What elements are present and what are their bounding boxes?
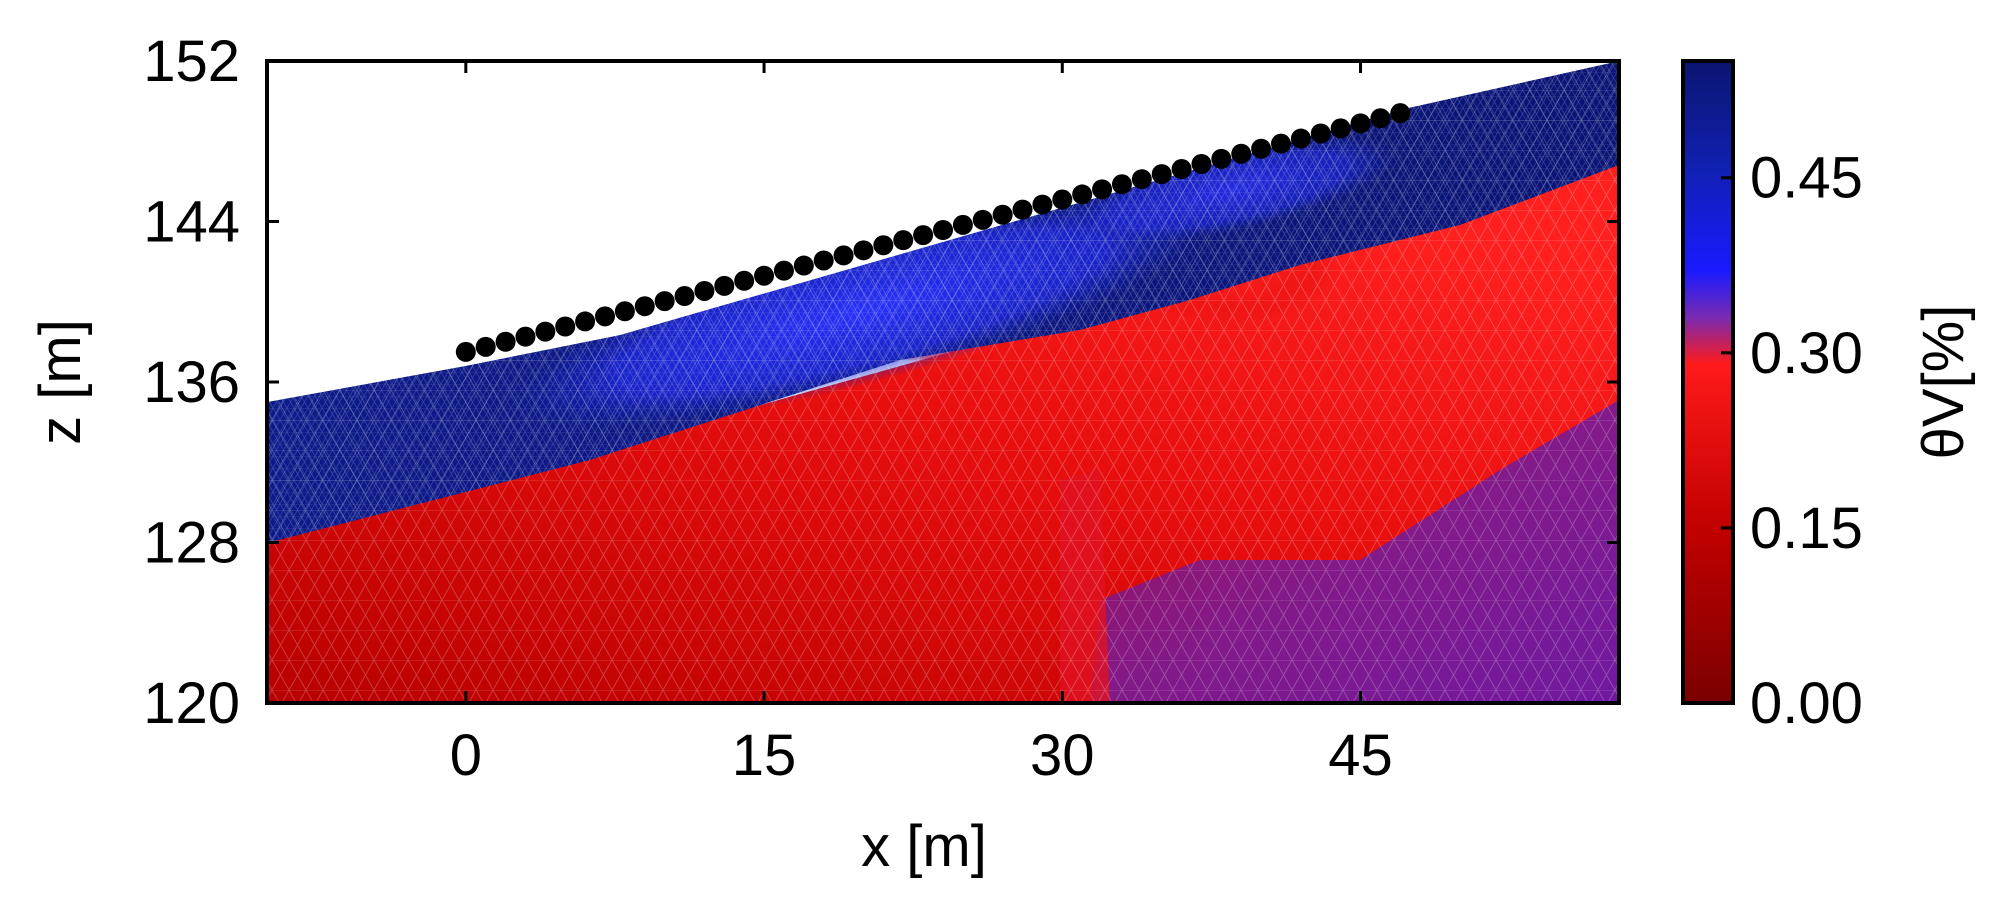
electrode-marker	[972, 209, 993, 230]
colorbar-frame	[1681, 59, 1735, 705]
colorbar-ticks: 0.00 0.15 0.30 0.45	[1721, 146, 1863, 736]
colorbar-label: θV[%]	[1911, 305, 1976, 460]
electrode-array	[455, 103, 1411, 362]
colorbar: 0.00 0.15 0.30 0.45 θV[%]	[1681, 59, 1976, 736]
electrode-marker	[555, 316, 576, 337]
colorbar-tick-label: 0.00	[1750, 671, 1863, 736]
electrode-marker	[1290, 128, 1311, 149]
y-tick-label: 152	[143, 29, 240, 94]
electrode-marker	[754, 265, 775, 286]
electrode-marker	[634, 296, 655, 317]
electrode-marker	[952, 214, 973, 235]
x-tick-label: 30	[1030, 723, 1095, 788]
electrode-marker	[813, 250, 834, 271]
x-tick-label: 45	[1328, 723, 1393, 788]
y-tick-label: 128	[143, 511, 240, 576]
electrode-marker	[773, 260, 794, 281]
electrode-marker	[1231, 143, 1252, 164]
colorbar-tick-label: 0.45	[1750, 146, 1863, 211]
electrode-marker	[734, 270, 755, 291]
electrode-marker	[1191, 153, 1212, 174]
electrode-marker	[515, 326, 536, 347]
electrode-marker	[1171, 159, 1192, 180]
electrode-marker	[595, 306, 615, 327]
electrode-marker	[674, 286, 695, 307]
y-axis-ticks: 120 128 136 144 152	[143, 29, 1619, 736]
electrode-marker	[694, 280, 715, 301]
y-tick-label: 120	[143, 671, 240, 736]
electrode-marker	[1072, 184, 1093, 205]
plot-area	[267, 61, 1619, 703]
electrode-marker	[1390, 103, 1411, 124]
x-tick-label: 15	[732, 723, 797, 788]
electrode-marker	[455, 341, 476, 362]
electrode-marker	[1330, 118, 1351, 139]
x-axis-ticks: 0 15 30 45	[450, 61, 1393, 788]
electrode-marker	[833, 245, 854, 266]
electrode-marker	[575, 311, 596, 332]
electrode-marker	[495, 331, 516, 352]
electrode-marker	[1251, 138, 1272, 159]
electrode-marker	[933, 219, 953, 240]
electrode-marker	[654, 291, 675, 312]
electrode-marker	[793, 255, 814, 276]
electrode-marker	[1370, 108, 1391, 129]
colorbar-tick-label: 0.15	[1750, 496, 1863, 561]
electrode-marker	[1151, 164, 1172, 185]
y-tick-label: 144	[143, 190, 240, 255]
electrode-marker	[1211, 148, 1232, 169]
electrode-marker	[475, 336, 496, 357]
y-tick-label: 136	[143, 350, 240, 415]
electrode-marker	[853, 240, 874, 261]
colorbar-fill	[1683, 61, 1733, 703]
x-axis-label: x [m]	[861, 814, 987, 879]
electrode-marker	[913, 225, 934, 246]
electrode-marker	[873, 235, 894, 256]
x-tick-label: 0	[450, 723, 482, 788]
electrode-marker	[714, 275, 735, 296]
electrode-marker	[535, 321, 556, 342]
electrode-marker	[1012, 199, 1033, 220]
electrode-marker	[893, 230, 914, 251]
electrode-marker	[1350, 113, 1371, 134]
electrode-marker	[1032, 194, 1053, 215]
electrode-marker	[992, 204, 1013, 225]
mesh-overlay-fine	[267, 61, 1619, 543]
electrode-marker	[1111, 174, 1132, 195]
y-axis-label: z [m]	[28, 319, 93, 445]
colorbar-tick-label: 0.30	[1750, 321, 1863, 386]
electrode-marker	[1271, 133, 1291, 154]
electrode-marker	[1131, 169, 1152, 190]
electrode-marker	[1092, 179, 1113, 200]
electrode-marker	[1310, 123, 1331, 144]
electrode-marker	[1052, 189, 1073, 210]
electrode-marker	[614, 301, 635, 322]
